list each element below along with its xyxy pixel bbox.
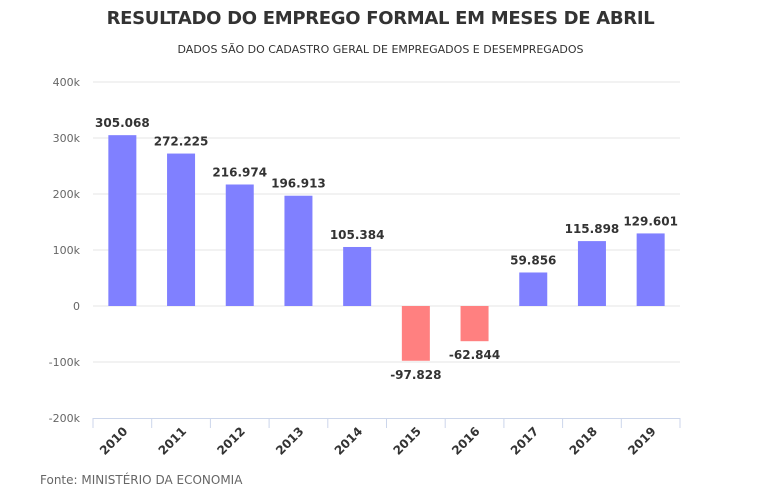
bar-2019 (636, 233, 665, 306)
bar-2011 (167, 153, 196, 306)
bar-2012 (225, 184, 254, 306)
data-label: 115.898 (565, 222, 620, 236)
data-label: 129.601 (623, 214, 678, 228)
x-tick-label: 2017 (508, 424, 542, 458)
data-label: -62.844 (449, 348, 500, 362)
bar-2016 (460, 306, 489, 342)
data-label: -97.828 (390, 368, 441, 382)
data-label: 105.384 (330, 228, 385, 242)
bar-2018 (577, 241, 606, 306)
data-label: 196.913 (271, 177, 326, 191)
source-note: Fonte: MINISTÉRIO DA ECONOMIA (40, 473, 243, 487)
bar-2010 (108, 135, 137, 306)
y-tick-label: 0 (73, 300, 80, 313)
y-tick-label: -100k (49, 356, 81, 369)
data-label: 216.974 (212, 165, 267, 179)
y-tick-label: 100k (53, 244, 81, 257)
bar-2015 (401, 306, 430, 361)
x-tick-label: 2014 (332, 424, 366, 458)
data-label: 272.225 (154, 135, 209, 149)
bar-2017 (519, 272, 548, 306)
data-label: 305.068 (95, 116, 150, 130)
y-tick-label: -200k (49, 412, 81, 425)
x-tick-label: 2019 (625, 424, 659, 458)
data-label: 59.856 (510, 253, 556, 267)
x-tick-label: 2011 (156, 424, 190, 458)
y-tick-label: 200k (53, 188, 81, 201)
bar-2013 (284, 195, 313, 306)
x-tick-label: 2010 (97, 424, 131, 458)
chart-title: RESULTADO DO EMPREGO FORMAL EM MESES DE … (106, 8, 655, 29)
x-tick-label: 2016 (449, 424, 483, 458)
chart-subtitle: DADOS SÃO DO CADASTRO GERAL DE EMPREGADO… (177, 43, 584, 56)
y-tick-label: 400k (53, 76, 81, 89)
x-tick-label: 2013 (273, 424, 307, 458)
x-tick-label: 2018 (567, 424, 601, 458)
x-tick-label: 2015 (390, 424, 424, 458)
bar-2014 (343, 246, 372, 306)
x-tick-label: 2012 (214, 424, 248, 458)
y-tick-label: 300k (53, 132, 81, 145)
